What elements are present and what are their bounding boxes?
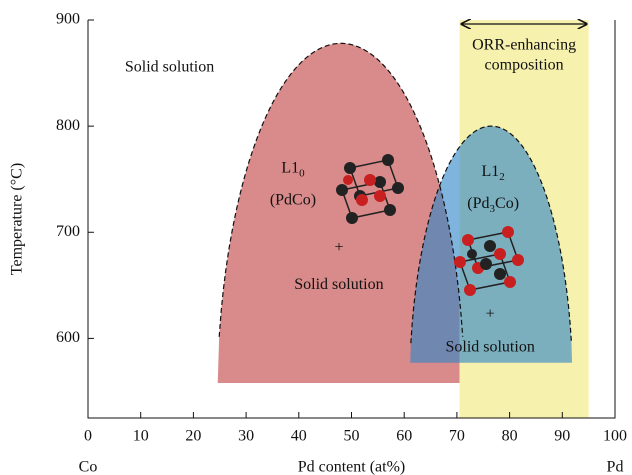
x-tick-label: 20 [185,428,201,445]
phase-formula-part: Co) [495,194,519,211]
y-tick-label: 600 [56,329,80,346]
x-end-right: Pd [607,459,624,475]
plot-background [217,20,589,418]
band-label: composition [485,57,564,74]
x-tick-label: 10 [133,428,149,445]
phase-extra: + [334,239,343,256]
phase-name-sub: 0 [299,167,305,179]
x-axis-label: Pd content (at%) [298,459,406,475]
x-tick-label: 80 [502,428,518,445]
x-tick-label: 70 [449,428,465,445]
phase-extra: Solid solution [445,339,534,356]
x-end-left: Co [79,459,98,475]
x-tick-label: 0 [84,428,92,445]
phase-name-sub: 2 [499,170,505,182]
phase-name-main: L1 [482,162,500,179]
phase-extra: + [486,306,495,323]
x-tick-label: 100 [603,428,627,445]
x-tick-label: 30 [238,428,254,445]
x-tick-label: 40 [291,428,307,445]
phase-formula-part: (Pd [467,194,489,211]
x-tick-label: 50 [344,428,360,445]
phase-formula-part: (PdCo) [270,191,316,208]
band-label: ORR-enhancing [472,37,576,54]
region-label: Solid solution [125,58,214,75]
y-tick-label: 800 [56,117,80,134]
phase-name-main: L1 [281,159,299,176]
phase-extra: Solid solution [294,276,383,293]
y-axis-label: Temperature (°C) [9,163,26,275]
x-tick-label: 90 [554,428,570,445]
phase-formula: (PdCo) [270,191,316,208]
y-tick-label: 900 [56,11,80,28]
x-tick-label: 60 [396,428,412,445]
y-tick-label: 700 [56,223,80,240]
chart: ORR-enhancingcomposition L10(PdCo)L12(Pd… [0,0,632,475]
